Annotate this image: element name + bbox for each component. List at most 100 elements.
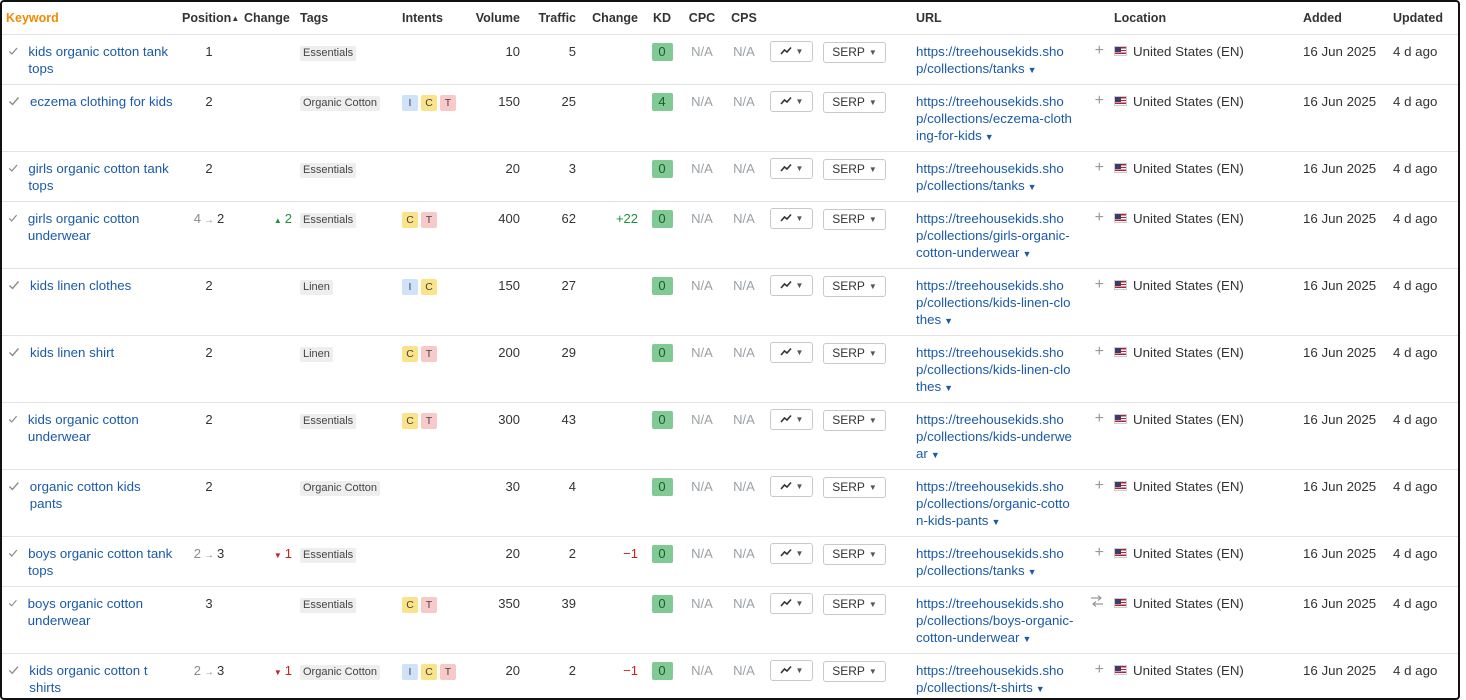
serp-button[interactable]: SERP ▼ [823,275,886,297]
url-link[interactable]: https://treehousekids.shop/collections/g… [916,210,1074,263]
keyword-link[interactable]: kids linen clothes [30,277,132,293]
plus-icon[interactable]: + [1094,543,1104,561]
serp-button[interactable]: SERP ▼ [823,660,886,682]
caret-down-icon[interactable]: ▼ [944,315,954,326]
tag-badge[interactable]: Essentials [300,162,357,178]
trend-chart-button[interactable]: ▼ [770,341,813,363]
serp-button[interactable]: SERP ▼ [823,208,886,230]
trend-chart-button[interactable]: ▼ [770,40,813,62]
table-row[interactable]: eczema clothing for kids 2 Organic Cotto… [2,84,1458,152]
caret-down-icon[interactable]: ▼ [1035,683,1045,694]
url-link[interactable]: https://treehousekids.shop/collections/t… [916,160,1074,196]
table-row[interactable]: boys organic cotton underwear 3 Essentia… [2,586,1458,654]
header-keyword[interactable]: Keyword [2,2,178,35]
header-cps[interactable]: CPS [722,2,766,35]
tag-badge[interactable]: Essentials [300,597,357,613]
plus-icon[interactable]: + [1094,342,1104,360]
caret-down-icon[interactable]: ▼ [1027,64,1037,75]
header-traffic[interactable]: Traffic [524,2,580,35]
trend-chart-button[interactable]: ▼ [770,274,813,296]
tag-badge[interactable]: Essentials [300,45,357,61]
plus-icon[interactable]: + [1094,41,1104,59]
plus-icon[interactable]: + [1094,476,1104,494]
plus-icon[interactable]: + [1094,91,1104,109]
trend-chart-button[interactable]: ▼ [770,90,813,112]
tag-badge[interactable]: Linen [300,346,333,362]
keyword-link[interactable]: kids organic cotton underwear [27,411,139,444]
keyword-link[interactable]: boys organic cotton tank tops [28,545,173,578]
tag-badge[interactable]: Organic Cotton [300,95,380,111]
trend-chart-button[interactable]: ▼ [770,475,813,497]
url-link[interactable]: https://treehousekids.shop/collections/o… [916,478,1074,531]
url-link[interactable]: https://treehousekids.shop/collections/k… [916,411,1074,464]
header-added[interactable]: Added [1299,2,1389,35]
keyword-link[interactable]: kids organic cotton tank tops [28,43,169,76]
trend-chart-button[interactable]: ▼ [770,659,813,681]
trend-chart-button[interactable]: ▼ [770,542,813,564]
serp-button[interactable]: SERP ▼ [823,476,886,498]
plus-icon[interactable]: + [1094,158,1104,176]
serp-button[interactable]: SERP ▼ [823,409,886,431]
header-intents[interactable]: Intents [398,2,468,35]
plus-icon[interactable]: + [1094,208,1104,226]
trend-chart-button[interactable]: ▼ [770,408,813,430]
table-row[interactable]: kids organic cotton t shirts 2 → 3 ▼ 1 Orga… [2,653,1458,698]
table-row[interactable]: girls organic cotton tank tops 2 Essenti… [2,151,1458,202]
header-volume[interactable]: Volume [468,2,524,35]
tag-badge[interactable]: Organic Cotton [300,480,380,496]
keyword-link[interactable]: girls organic cotton tank tops [28,160,169,193]
keyword-link[interactable]: kids linen shirt [30,344,115,360]
caret-down-icon[interactable]: ▼ [930,449,940,460]
serp-button[interactable]: SERP ▼ [823,543,886,565]
url-link[interactable]: https://treehousekids.shop/collections/k… [916,277,1074,330]
caret-down-icon[interactable]: ▼ [944,382,954,393]
tag-badge[interactable]: Essentials [300,413,357,429]
caret-down-icon[interactable]: ▼ [1022,248,1032,259]
keyword-link[interactable]: girls organic cotton underwear [27,210,140,243]
url-link[interactable]: https://treehousekids.shop/collections/b… [916,595,1074,648]
table-row[interactable]: kids organic cotton underwear 2 Essentia… [2,402,1458,470]
serp-button[interactable]: SERP ▼ [823,158,886,180]
url-link[interactable]: https://treehousekids.shop/collections/k… [916,344,1074,397]
caret-down-icon[interactable]: ▼ [1027,181,1037,192]
plus-icon[interactable]: + [1094,275,1104,293]
trend-chart-button[interactable]: ▼ [770,207,813,229]
url-link[interactable]: https://treehousekids.shop/collections/t… [916,545,1074,581]
caret-down-icon[interactable]: ▼ [1022,633,1032,644]
header-kd[interactable]: KD [642,2,682,35]
caret-down-icon[interactable]: ▼ [1027,566,1037,577]
serp-button[interactable]: SERP ▼ [823,593,886,615]
swap-icon[interactable] [1090,594,1106,648]
serp-button[interactable]: SERP ▼ [823,342,886,364]
serp-button[interactable]: SERP ▼ [823,91,886,113]
caret-down-icon[interactable]: ▼ [991,516,1001,527]
header-change[interactable]: Change [240,2,296,35]
url-link[interactable]: https://treehousekids.shop/collections/t… [916,662,1074,698]
url-link[interactable]: https://treehousekids.shop/collections/e… [916,93,1074,146]
caret-down-icon[interactable]: ▼ [984,131,994,142]
tag-badge[interactable]: Essentials [300,547,357,563]
table-row[interactable]: girls organic cotton underwear 4 → 2 ▲ 2 Es… [2,201,1458,269]
url-link[interactable]: https://treehousekids.shop/collections/t… [916,43,1074,79]
trend-chart-button[interactable]: ▼ [770,157,813,179]
header-url[interactable]: URL [912,2,1110,35]
header-cpc[interactable]: CPC [682,2,722,35]
header-updated[interactable]: Updated [1389,2,1458,35]
table-row[interactable]: kids organic cotton tank tops 1 Essentia… [2,34,1458,85]
keyword-link[interactable]: kids organic cotton t shirts [29,662,148,695]
tag-badge[interactable]: Essentials [300,212,357,228]
plus-icon[interactable]: + [1094,409,1104,427]
table-row[interactable]: organic cotton kids pants 2 Organic Cott… [2,469,1458,537]
tag-badge[interactable]: Organic Cotton [300,664,380,680]
keyword-link[interactable]: eczema clothing for kids [30,93,173,109]
keyword-link[interactable]: boys organic cotton underwear [27,595,143,628]
header-traffic-change[interactable]: Change [580,2,642,35]
serp-button[interactable]: SERP ▼ [823,41,886,63]
header-tags[interactable]: Tags [296,2,398,35]
keyword-link[interactable]: organic cotton kids pants [29,478,141,511]
plus-icon[interactable]: + [1094,660,1104,678]
tag-badge[interactable]: Linen [300,279,333,295]
table-row[interactable]: boys organic cotton tank tops 2 → 3 ▼ 1 Ess… [2,536,1458,587]
